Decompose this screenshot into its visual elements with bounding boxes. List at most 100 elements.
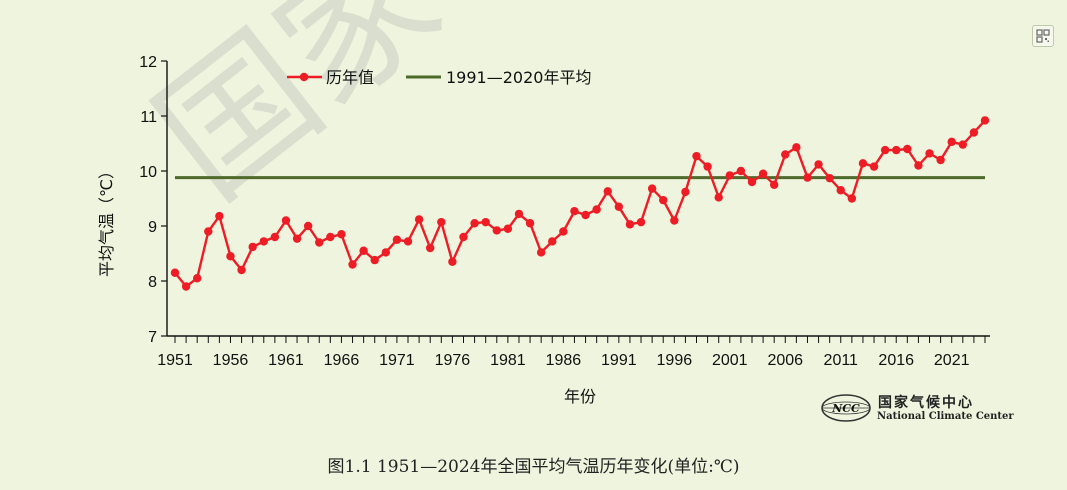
data-point <box>825 173 834 183</box>
data-point <box>592 205 601 214</box>
y-axis-title: 平均气温（℃） <box>97 163 116 277</box>
data-point <box>603 187 612 196</box>
x-tick-label: 2001 <box>712 352 748 369</box>
data-point <box>614 202 624 211</box>
data-point <box>237 265 246 275</box>
data-point <box>514 209 524 219</box>
data-point <box>969 128 979 137</box>
data-point <box>625 220 635 229</box>
y-tick-label: 9 <box>148 219 157 236</box>
data-point <box>892 145 901 155</box>
x-tick-label: 1961 <box>268 352 304 369</box>
data-point <box>659 195 668 205</box>
figure-caption: 图1.1 1951—2024年全国平均气温历年变化(单位:℃) <box>327 457 740 477</box>
legend-average-label: 1991—2020年平均 <box>446 68 591 87</box>
data-point <box>736 166 746 176</box>
x-tick-label: 2011 <box>824 352 859 369</box>
y-tick-label: 12 <box>139 54 157 71</box>
x-tick-label: 1951 <box>157 352 193 369</box>
data-point <box>359 246 368 255</box>
data-point <box>980 116 990 125</box>
data-point <box>681 187 690 197</box>
data-point <box>270 232 280 242</box>
data-point <box>536 248 546 257</box>
x-tick-label: 1996 <box>657 352 693 369</box>
globe-logo-icon: NCC <box>821 394 871 422</box>
data-point <box>814 160 823 169</box>
data-point <box>326 232 335 242</box>
legend: 历年值 1991—2020年平均 <box>287 68 591 87</box>
data-point <box>758 169 768 178</box>
data-point <box>747 177 757 187</box>
data-point <box>836 186 845 195</box>
data-point <box>947 137 956 147</box>
data-point <box>170 268 180 277</box>
data-point <box>559 227 568 236</box>
y-tick-label: 8 <box>148 274 157 291</box>
data-point <box>936 155 945 165</box>
data-point <box>769 180 779 189</box>
data-point <box>725 171 734 180</box>
data-point <box>292 234 302 243</box>
data-point <box>392 235 402 244</box>
legend-annual-marker <box>299 72 309 82</box>
x-axis-title: 年份 <box>564 387 596 406</box>
legend-annual-label: 历年值 <box>326 68 374 87</box>
series-layer <box>170 116 990 291</box>
data-point <box>581 210 590 220</box>
data-point <box>215 211 224 221</box>
data-point <box>226 252 235 261</box>
data-point <box>281 216 291 225</box>
data-point <box>192 274 202 283</box>
data-point <box>337 230 346 239</box>
y-tick-label: 7 <box>148 329 157 346</box>
data-point <box>925 149 934 158</box>
y-tick-label: 10 <box>139 164 157 181</box>
x-tick-label: 1966 <box>324 352 360 369</box>
x-tick-label: 1956 <box>213 352 249 369</box>
data-point <box>792 143 801 152</box>
watermark: 国家 <box>127 0 471 231</box>
data-point <box>315 238 324 247</box>
x-tick-label: 2016 <box>878 352 914 369</box>
data-point <box>303 221 313 231</box>
x-tick-label: 1986 <box>546 352 582 369</box>
logo-chinese-name: 国家气候中心 <box>878 395 974 411</box>
data-point <box>670 216 679 225</box>
logo-english-name: National Climate Center <box>877 411 1014 422</box>
data-point <box>781 150 790 159</box>
data-point <box>381 248 391 257</box>
x-tick-label: 1976 <box>435 352 471 369</box>
data-point <box>259 237 268 246</box>
data-point <box>492 226 501 235</box>
data-point <box>448 257 457 266</box>
data-point <box>181 282 191 291</box>
y-tick-label: 11 <box>140 109 157 126</box>
data-point <box>248 242 257 252</box>
axes: 7 8 9 10 11 12 1951 1956 1961 1966 1971 1976 1981 198… <box>139 54 990 369</box>
data-point <box>903 144 912 154</box>
data-point <box>459 232 468 242</box>
chart: 国家 7 8 9 10 11 12 1951 1956 1961 1966 1971 1976 1981… <box>97 0 990 406</box>
data-point <box>370 255 379 265</box>
data-point <box>426 243 435 253</box>
data-point <box>636 217 646 227</box>
data-point <box>503 224 513 233</box>
data-point <box>481 217 490 227</box>
data-point <box>548 237 557 246</box>
logo-badge: NCC <box>831 402 860 415</box>
data-point <box>403 237 413 246</box>
x-tick-label: 1971 <box>379 352 415 369</box>
data-point <box>437 217 446 227</box>
data-point <box>803 173 812 182</box>
data-point <box>703 162 712 171</box>
data-point <box>204 227 213 236</box>
data-point <box>714 193 723 202</box>
data-point <box>348 260 357 269</box>
data-point <box>958 140 968 149</box>
data-point <box>414 215 424 224</box>
data-point <box>914 161 923 170</box>
data-point <box>692 151 701 161</box>
ncc-logo: NCC 国家气候中心 National Climate Center <box>820 390 1014 426</box>
qr-code-icon[interactable] <box>1032 25 1054 47</box>
